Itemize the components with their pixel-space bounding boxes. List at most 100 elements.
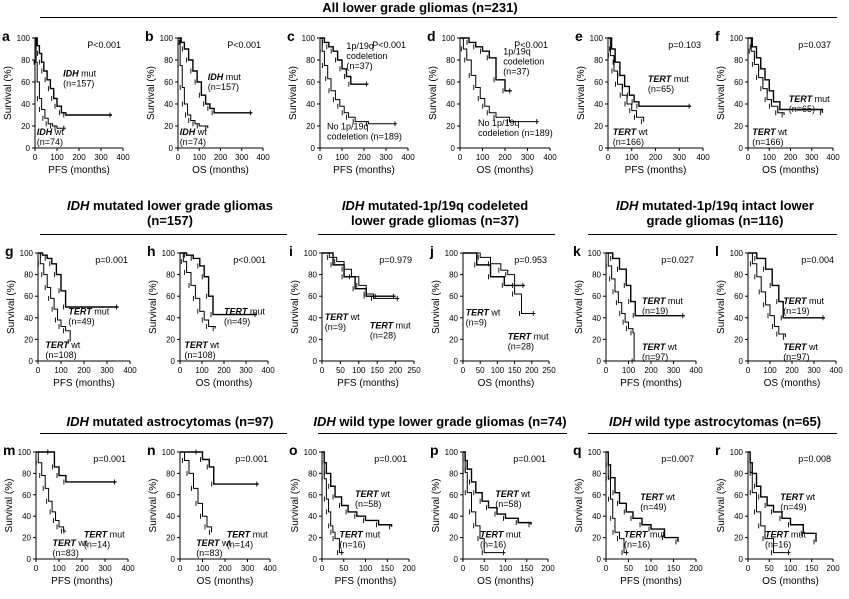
p-value-n: p=0.001 (235, 454, 268, 464)
y-tick-label-n-4: 80 (166, 469, 175, 478)
series-label-l-0-line-0: TERT mut (783, 296, 824, 306)
series-label-h-0-line-0: TERT mut (224, 307, 265, 317)
panel-letter-a: a (2, 28, 10, 44)
panel-a: a 0 20 40 60 80 100 0 100 200 300 400 PFS (months) Su… (2, 28, 130, 176)
x-tick-label-m-2: 200 (75, 564, 89, 573)
km-curve-k-1 (606, 252, 635, 361)
series-label-p-0-line-1: (n=58) (495, 499, 521, 509)
y-tick-label-c-0: 0 (311, 144, 316, 153)
km-curve-f-1 (748, 37, 785, 115)
series-label-d-0-line-1: codeletion (503, 57, 544, 67)
series-label-k-1-line-1: (n=97) (642, 352, 668, 362)
series-label-c-0-line-2: (n=37) (346, 61, 372, 71)
y-tick-label-l-5: 100 (730, 249, 744, 258)
group-title-1: IDH mutated lower grade gliomas (n=157) (40, 198, 300, 228)
y-tick-label-i-4: 80 (308, 271, 317, 280)
x-tick-label-k-3: 300 (667, 366, 681, 375)
series-label-m-0-line-0: TERT mut (84, 530, 125, 540)
x-tick-label-m-3: 300 (98, 564, 112, 573)
series-label-q-1-line-1: (n=16) (624, 540, 650, 550)
group-title-2: IDH mutated-1p/19q codeleted lower grade… (315, 198, 555, 228)
series-label-b-0-line-0: IDH mut (208, 72, 242, 82)
km-curve-f-0 (748, 37, 824, 113)
km-curve-h-0 (180, 252, 257, 316)
x-tick-label-m-0: 0 (34, 564, 39, 573)
km-curve-l-0 (748, 252, 825, 319)
panel-letter-g: g (5, 243, 14, 259)
x-tick-label-k-4: 400 (689, 366, 703, 375)
x-tick-label-g-1: 100 (54, 366, 68, 375)
y-tick-label-o-2: 40 (308, 512, 317, 521)
panel-letter-l: l (715, 243, 719, 259)
group-title-1-gene: IDH (67, 198, 90, 213)
series-label-h-1-line-1: (n=108) (184, 350, 215, 360)
km-curve-l-1 (748, 252, 786, 338)
x-tick-label-i-3: 150 (371, 366, 385, 375)
x-tick-label-h-0: 0 (178, 366, 183, 375)
x-axis-label-p: OS (months) (477, 576, 534, 587)
series-label-k-1-line-0: TERT wt (642, 342, 677, 352)
series-label-r-1-line-0: TERT mut (765, 530, 806, 540)
y-tick-label-o-1: 20 (308, 534, 317, 543)
km-curve-j-0 (463, 252, 525, 287)
x-axis-label-f: OS (months) (762, 165, 819, 176)
y-tick-label-n-0: 0 (171, 555, 176, 564)
km-curve-h-1 (180, 252, 216, 329)
y-tick-label-o-5: 100 (304, 448, 318, 457)
series-label-j-1-line-1: (n=28) (508, 341, 534, 351)
group-title-3-rest: mutated-1p/19q intact lower (638, 198, 814, 213)
x-tick-label-e-4: 400 (696, 153, 710, 162)
series-label-p-0-line-0: TERT wt (495, 489, 530, 499)
panel-letter-f: f (715, 28, 720, 44)
group-title-2-rest: mutated-1p/19q codeleted (364, 198, 529, 213)
p-value-l: p=0.004 (801, 255, 834, 265)
km-curve-n-1 (180, 451, 212, 533)
group-title-4-gene: IDH (66, 414, 89, 429)
y-tick-label-i-0: 0 (313, 357, 318, 366)
x-tick-label-i-4: 200 (389, 366, 403, 375)
y-tick-label-i-1: 20 (308, 335, 317, 344)
panel-r: r 0 20 40 60 80 100 0 50 100 150 200 OS (months) Surv… (715, 442, 840, 587)
x-tick-label-o-0: 0 (320, 564, 325, 573)
y-tick-label-r-1: 20 (734, 534, 743, 543)
panel-f: f 0 20 40 60 80 100 0 100 200 300 400 OS (months) Sur… (715, 28, 840, 176)
y-tick-label-p-3: 60 (449, 491, 458, 500)
x-axis-label-g: PFS (months) (53, 378, 115, 389)
y-tick-label-j-4: 80 (449, 271, 458, 280)
y-tick-label-q-0: 0 (597, 555, 602, 564)
x-tick-label-k-0: 0 (604, 366, 609, 375)
p-value-a: P<0.001 (87, 40, 121, 50)
series-label-l-0-line-1: (n=19) (783, 306, 809, 316)
series-label-i-0-line-1: (n=9) (325, 322, 346, 332)
series-label-i-0-line-0: TERT wt (325, 312, 360, 322)
x-axis-label-d: OS (months) (477, 165, 534, 176)
panel-n: n 0 20 40 60 80 100 0 100 200 300 400 OS (months) Sur… (147, 442, 277, 587)
panel-e: e 0 20 40 60 80 100 0 100 200 300 400 PFS (months) Su… (575, 28, 710, 176)
y-axis-label-h: Survival (%) (148, 280, 159, 334)
headline-rule (40, 17, 837, 18)
y-axis-label-o: Survival (%) (290, 479, 301, 533)
y-axis-label-d: Survival (%) (428, 66, 439, 120)
x-tick-label-j-0: 0 (461, 366, 466, 375)
y-axis-label-f: Survival (%) (716, 66, 727, 120)
x-tick-label-i-0: 0 (320, 366, 325, 375)
y-tick-label-m-1: 20 (22, 534, 31, 543)
x-tick-label-o-4: 200 (402, 564, 416, 573)
y-tick-label-g-3: 60 (24, 292, 33, 301)
x-axis-label-j: OS (months) (478, 378, 535, 389)
x-tick-label-r-3: 150 (805, 564, 819, 573)
group-rule-1 (40, 234, 287, 235)
y-tick-label-h-0: 0 (171, 357, 176, 366)
panel-b: b 0 20 40 60 80 100 0 100 200 300 400 OS (months) Sur… (145, 28, 270, 176)
y-tick-label-b-2: 40 (164, 100, 173, 109)
km-curve-g-1 (38, 252, 71, 342)
panel-k: k 0 20 40 60 80 100 0 100 200 300 400 PFS (months) Su… (573, 243, 703, 389)
km-curve-q-1 (606, 451, 629, 554)
series-label-k-0-line-1: (n=19) (642, 306, 668, 316)
y-tick-label-l-4: 80 (734, 271, 743, 280)
panel-g: g 0 20 40 60 80 100 0 100 200 300 400 PFS (months) Su… (5, 243, 137, 389)
x-tick-label-r-0: 0 (746, 564, 751, 573)
y-tick-label-a-4: 80 (21, 56, 30, 65)
y-axis-label-i: Survival (%) (290, 280, 301, 334)
